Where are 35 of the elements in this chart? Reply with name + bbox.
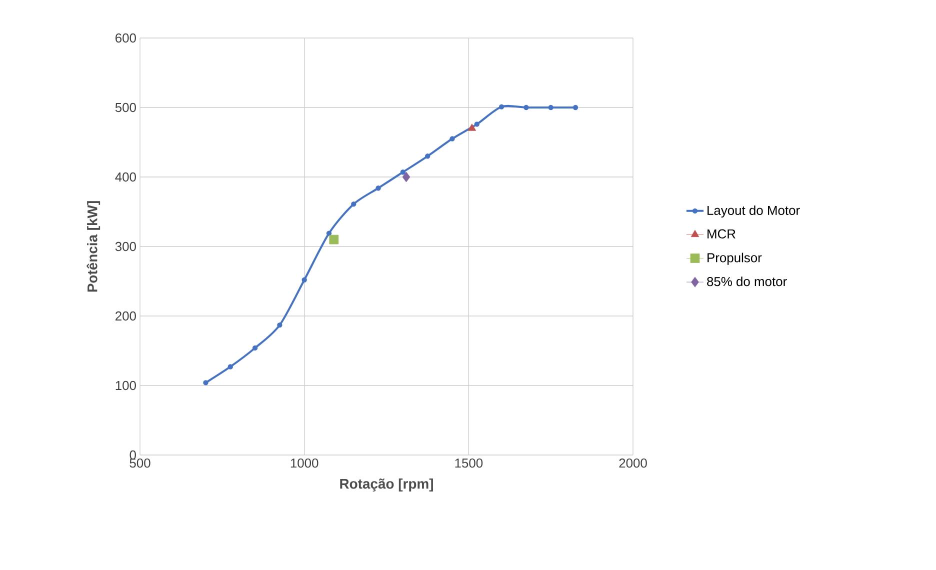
y-tick-label: 100	[116, 380, 136, 390]
point	[302, 277, 307, 282]
point	[524, 104, 529, 110]
y-tick-label: 600	[116, 33, 136, 43]
x-tick-label: 500	[130, 458, 150, 468]
point	[376, 186, 381, 191]
point	[450, 136, 455, 142]
point	[474, 122, 480, 127]
point	[400, 170, 406, 175]
y-tick-label: 400	[115, 172, 136, 182]
point	[277, 322, 282, 328]
point	[329, 234, 339, 244]
legend-label: 85% do motor	[707, 276, 787, 286]
point	[203, 380, 208, 386]
point	[424, 154, 430, 159]
x-tick-label: 2000	[619, 458, 647, 468]
point	[498, 104, 504, 110]
point	[351, 202, 356, 207]
x-tick-label: 1500	[455, 458, 483, 468]
x-axis-title: Rotação [rpm]	[340, 478, 433, 492]
point	[572, 104, 578, 110]
point	[548, 104, 554, 110]
point	[228, 364, 233, 370]
y-tick-label: 500	[115, 102, 136, 112]
y-axis-title: Potência [kW]	[86, 201, 100, 292]
y-tick-label: 200	[116, 311, 136, 321]
point	[468, 124, 476, 131]
legend-label: MCR	[708, 229, 736, 238]
legend-label: Propulsor	[708, 252, 762, 265]
point	[402, 172, 410, 182]
x-tick-label: 1000	[290, 458, 318, 468]
point	[252, 345, 258, 351]
y-tick-label: 300	[115, 242, 136, 252]
point	[326, 230, 332, 236]
legend-label: Layout do Motor	[708, 205, 800, 218]
